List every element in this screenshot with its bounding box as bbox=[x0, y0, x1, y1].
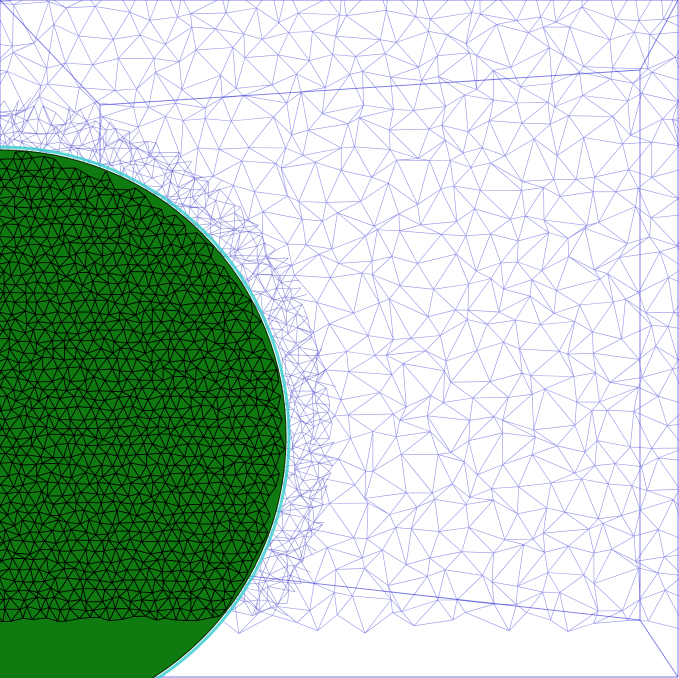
frame-edge bbox=[239, 574, 641, 621]
outer-domain-mesh bbox=[0, 0, 679, 634]
frame-edge bbox=[639, 619, 679, 678]
frame-edge bbox=[639, 0, 679, 71]
frame-edge bbox=[99, 69, 641, 106]
sphere-surface bbox=[0, 150, 286, 678]
boundary-layer bbox=[0, 145, 291, 678]
sphere-mesh-edges bbox=[0, 150, 286, 622]
outer-mesh-edges bbox=[0, 97, 337, 617]
sphere-mesh bbox=[0, 150, 286, 678]
sphere-boundary bbox=[0, 149, 287, 678]
frame-edge bbox=[0, 0, 101, 106]
sphere-boundary bbox=[0, 145, 291, 678]
